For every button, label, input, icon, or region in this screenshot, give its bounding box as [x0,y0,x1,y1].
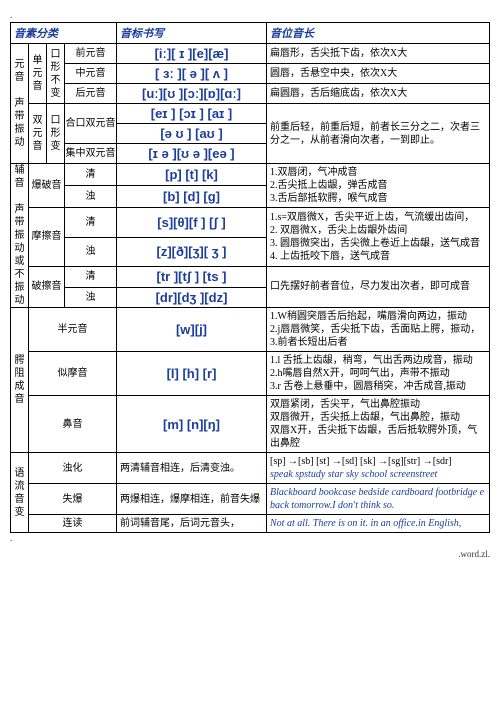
phonetics-table: 音素分类 音标书写 音位音长 元音声带振动 单元音 口形不变 前元音 [iː][… [10,22,490,533]
cn-sb: 两爆相连，爆摩相连，前音失爆 [117,484,267,515]
row-aff-q: 破擦音 清 [tr ][tʃ ] [ts ] 口先摆好前者音位，尽力发出次者，即… [11,266,490,288]
row-central: 中元音 [ ɜː ][ ə ][ ʌ ] 圆唇，舌悬空中央，依次X大 [11,64,490,84]
row-ld: 连读 前词辅音尾，后词元音头， Not at all. There is on … [11,515,490,533]
bottom-dot: . [10,533,490,543]
lbl-ji: 集中双元音 [65,144,117,164]
top-dot: . [10,10,490,20]
ipa-back: [uː][ʊ ][ɔː][ɒ][ɑː] [117,84,267,104]
row-he1: 双元音 口形变 合口双元音 [eɪ ] [ɔɪ ] [aɪ ] 前重后轻，前重后… [11,104,490,124]
desc-he: 前重后轻，前重后短，前者长三分之二，次者三分之一，从前者滑向次者，一到即止。 [267,104,490,164]
lbl-aff-q: 清 [65,266,117,288]
lbl-plo-q: 清 [65,164,117,186]
lbl-front: 前元音 [65,44,117,64]
ipa-fri-z: [z][ð][ʒ][ ʒ ] [117,238,267,267]
header-row: 音素分类 音标书写 音位音长 [11,23,490,44]
row-back: 后元音 [uː][ʊ ][ɔː][ɒ][ɑː] 扁圆唇，舌后缩底齿，依次X大 [11,84,490,104]
lbl-fri-q: 清 [65,208,117,238]
lbl-sb: 失爆 [29,484,117,515]
grp-fri: 摩擦音 [29,208,65,267]
ipa-lat: [l] [h] [r] [117,352,267,396]
desc-aff: 口先摆好前者音位，尽力发出次者，即可成音 [267,266,490,308]
footer-text: .word.zl. [10,549,490,559]
lbl-central: 中元音 [65,64,117,84]
grp-diph: 双元音 [29,104,47,164]
ipa-ji: [ɪ ə ][ʊ ə ][eə ] [117,144,267,164]
hdr-category: 音素分类 [11,23,117,44]
cn-zh: 两清辅音相连，后清变浊。 [117,453,267,484]
desc-front: 扁唇形，舌尖抵下齿，依次X大 [267,44,490,64]
ipa-he1: [eɪ ] [ɔɪ ] [aɪ ] [117,104,267,124]
lbl-nas: 鼻音 [29,396,117,453]
desc-back: 扁圆唇，舌后缩底齿，依次X大 [267,84,490,104]
hdr-ipa: 音标书写 [117,23,267,44]
ipa-plo-q: [p] [t] [k] [117,164,267,186]
cat-pal: 腭阻成音 [11,308,29,453]
lbl-ld: 连读 [29,515,117,533]
ipa-aff-q: [tr ][tʃ ] [ts ] [117,266,267,288]
eg-ld: Not at all. There is on it. in an office… [267,515,490,533]
grp-mono: 单元音 [29,44,47,104]
lbl-semi: 半元音 [29,308,117,352]
lbl-zh: 浊化 [29,453,117,484]
desc-central: 圆唇，舌悬空中央，依次X大 [267,64,490,84]
row-sb: 失爆 两爆相连，爆摩相连，前音失爆 Blackboard bookcase be… [11,484,490,515]
lbl-fri-z: 浊 [65,238,117,267]
ipa-plo-z: [b] [d] [g] [117,186,267,208]
grp-plo: 爆破音 [29,164,65,208]
lbl-aff-z: 浊 [65,288,117,308]
ipa-aff-z: [dr][dʒ ][dz] [117,288,267,308]
row-fri-q: 摩擦音 清 [s][θ][f ] [ʃ ] 1.s=双唇微X，舌尖平近上齿，气流… [11,208,490,238]
cat-cons: 辅音声带振动或不振动 [11,164,29,308]
cat-flow: 语流音变 [11,453,29,533]
ipa-nas: [m] [n][ŋ] [117,396,267,453]
desc-nas: 双唇紧闭，舌尖平，气出鼻腔振动 双唇微开，舌尖抵上齿龈，气出鼻腔，振动 双唇X开… [267,396,490,453]
grp-aff: 破擦音 [29,266,65,308]
note-mono: 口形不变 [47,44,65,104]
lbl-plo-z: 浊 [65,186,117,208]
eg-zh: [sp] →[sb] [st] →[sd] [sk] →[sg][str] →[… [267,453,490,484]
row-lat: 似摩音 [l] [h] [r] 1.l 舌抵上齿龈，稍弯，气出舌两边成音，振动 … [11,352,490,396]
ipa-he2: [ə ʊ ] [aʊ ] [117,124,267,144]
row-nas: 鼻音 [m] [n][ŋ] 双唇紧闭，舌尖平，气出鼻腔振动 双唇微开，舌尖抵上齿… [11,396,490,453]
cat-vowel: 元音声带振动 [11,44,29,164]
desc-plo: 1.双唇闭，气冲成音 2.舌尖抵上齿龈，弹舌成音 3.舌后部抵软腭，喉气成音 [267,164,490,208]
note-diph: 口形变 [47,104,65,164]
lbl-back: 后元音 [65,84,117,104]
row-zh: 语流音变 浊化 两清辅音相连，后清变浊。 [sp] →[sb] [st] →[s… [11,453,490,484]
row-plo-q: 辅音声带振动或不振动 爆破音 清 [p] [t] [k] 1.双唇闭，气冲成音 … [11,164,490,186]
lbl-he: 合口双元音 [65,104,117,144]
desc-lat: 1.l 舌抵上齿龈，稍弯，气出舌两边成音，振动 2.h嘴唇自然X开，呵呵气出，声… [267,352,490,396]
lbl-lat: 似摩音 [29,352,117,396]
hdr-desc: 音位音长 [267,23,490,44]
desc-fri: 1.s=双唇微X，舌尖平近上齿，气流缓出齿间， 2. 双唇微X，舌尖上齿龈外齿间… [267,208,490,267]
row-semi: 腭阻成音 半元音 [w][j] 1.W稍圆突唇舌后抬起，嘴唇滑向两边，振动 2.… [11,308,490,352]
desc-semi: 1.W稍圆突唇舌后抬起，嘴唇滑向两边，振动 2.j唇唇微笑，舌尖抵下齿，舌面贴上… [267,308,490,352]
ipa-semi: [w][j] [117,308,267,352]
cn-ld: 前词辅音尾，后词元音头， [117,515,267,533]
row-front: 元音声带振动 单元音 口形不变 前元音 [iː][ ɪ ][e][æ] 扁唇形，… [11,44,490,64]
ipa-fri-q: [s][θ][f ] [ʃ ] [117,208,267,238]
ipa-central: [ ɜː ][ ə ][ ʌ ] [117,64,267,84]
eg-sb: Blackboard bookcase bedside cardboard fo… [267,484,490,515]
ipa-front: [iː][ ɪ ][e][æ] [117,44,267,64]
